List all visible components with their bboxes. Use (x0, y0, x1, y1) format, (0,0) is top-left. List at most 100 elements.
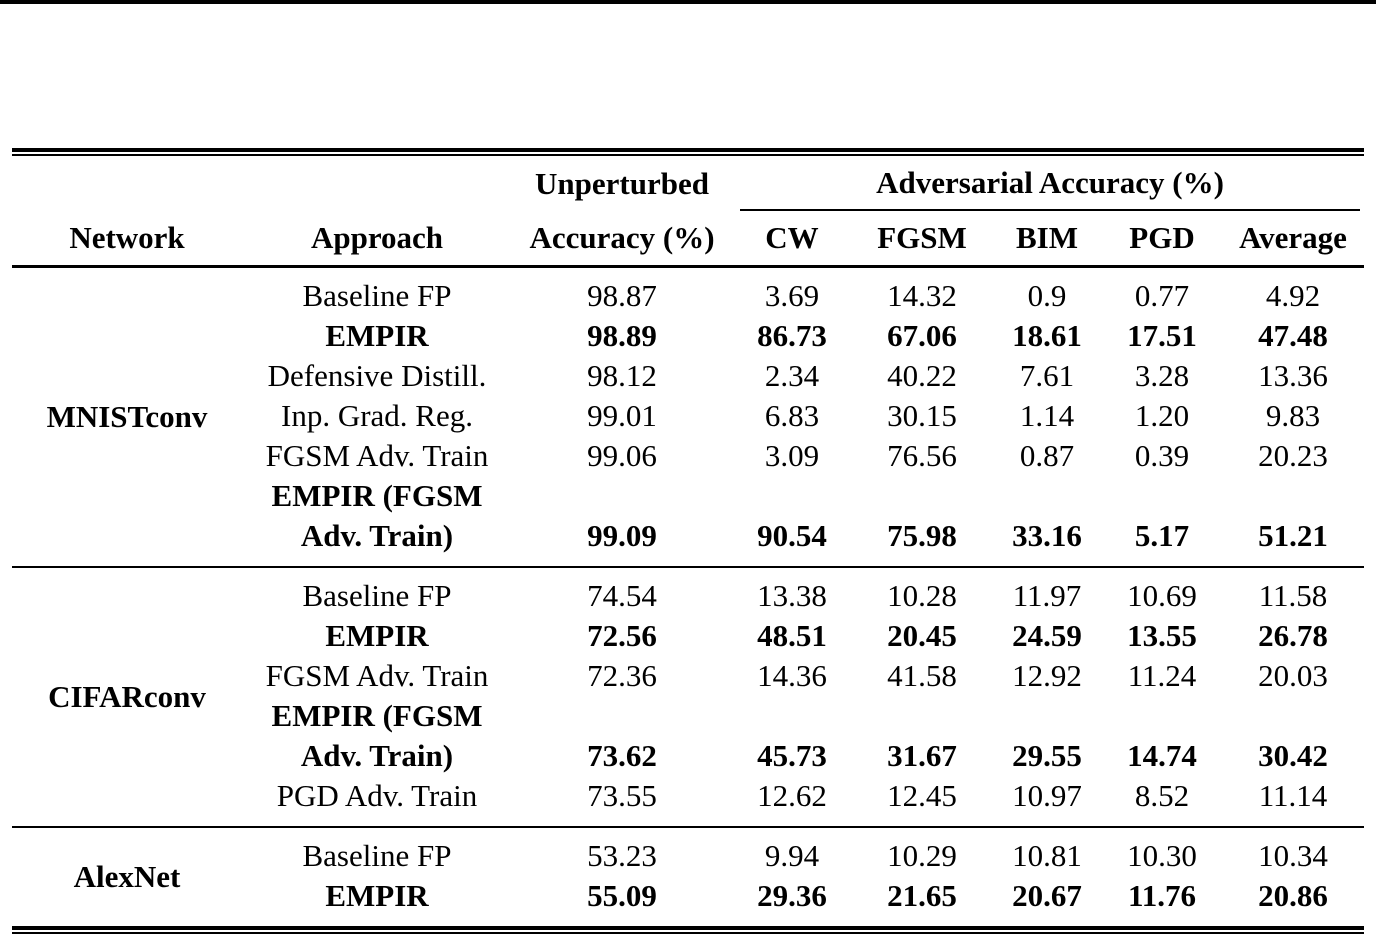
value-cell-pgd: 11.24 (1127, 657, 1197, 693)
value-cell-bim: 1.14 (1019, 397, 1075, 433)
header-spacer-network (12, 156, 242, 212)
value-cell-cw: 48.51 (757, 617, 827, 653)
value-cell-bim: 24.59 (1012, 617, 1082, 653)
table-row: FGSM Adv. Train 72.36 14.36 41.58 12.92 11.24… (12, 656, 1364, 696)
approach-cell: Inp. Grad. Reg. (281, 397, 473, 433)
value-cell-average: 4.92 (1265, 277, 1321, 313)
value-cell-fgsm: 75.98 (887, 517, 957, 553)
value-cell-pgd: 10.30 (1127, 837, 1197, 873)
value-cell-bim: 20.67 (1012, 877, 1082, 913)
value-cell-bim: 11.97 (1012, 577, 1082, 613)
value-cell-average: 13.36 (1258, 357, 1328, 393)
adversarial-group-cell: Adversarial Accuracy (%) (732, 156, 1364, 212)
value-cell-cw: 3.09 (764, 437, 820, 473)
value-cell-bim: 33.16 (1012, 517, 1082, 553)
bottom-rule-thick-line (12, 925, 1364, 930)
approach-cell: FGSM Adv. Train (265, 657, 489, 693)
table-row: EMPIR 72.56 48.51 20.45 24.59 13.55 26.78 (12, 616, 1364, 656)
value-cell-bim: 12.92 (1012, 657, 1082, 693)
value-cell-cw: 29.36 (757, 877, 827, 913)
approach-cell: FGSM Adv. Train (265, 437, 489, 473)
approach-cell: Baseline FP (302, 277, 452, 313)
table-row: EMPIR (FGSM Adv. Train) 99.09 90.54 75.98 33.… (12, 476, 1364, 567)
value-cell-unperturbed: 99.09 (587, 517, 657, 553)
value-cell-fgsm: 41.58 (887, 657, 957, 693)
attack-column-header-bim: BIM (1016, 220, 1078, 256)
header-spacer-approach (242, 156, 512, 212)
value-cell-bim: 0.87 (1019, 437, 1075, 473)
approach-cell: EMPIR (325, 877, 429, 913)
approach-column-header: Approach (310, 220, 444, 256)
value-cell-bim: 0.9 (1027, 277, 1067, 313)
value-cell-unperturbed: 74.54 (587, 577, 657, 613)
value-cell-bim: 10.81 (1012, 837, 1082, 873)
table-row: AlexNet Baseline FP 53.23 9.94 10.29 10.81 10.… (12, 827, 1364, 894)
value-cell-unperturbed: 73.55 (587, 777, 657, 813)
adversarial-accuracy-table: Unperturbed Adversarial Accuracy (%) Net… (12, 156, 1365, 926)
value-cell-cw: 12.62 (757, 777, 827, 813)
table-row: FGSM Adv. Train 99.06 3.09 76.56 0.87 0.39 20.… (12, 436, 1364, 476)
value-cell-cw: 86.73 (757, 317, 827, 353)
top-rule-thick-line (12, 148, 1364, 152)
value-cell-unperturbed: 98.87 (587, 277, 657, 313)
approach-cell: PGD Adv. Train (276, 777, 478, 813)
network-section-mnistconv: MNISTconv Baseline FP 98.87 3.69 14.32 0.9 0.7… (12, 266, 1364, 567)
table-header: Unperturbed Adversarial Accuracy (%) Net… (12, 156, 1365, 266)
value-cell-unperturbed: 98.89 (587, 317, 657, 353)
value-cell-average: 20.23 (1258, 437, 1328, 473)
unperturbed-header-line1: Unperturbed (535, 166, 709, 201)
attack-column-header-average: Average (1239, 220, 1347, 256)
approach-line: EMPIR (FGSM (271, 477, 483, 513)
attack-column-header-cw: CW (765, 220, 819, 256)
value-cell-bim: 10.97 (1012, 777, 1082, 813)
value-cell-average: 20.03 (1258, 657, 1328, 693)
value-cell-fgsm: 20.45 (887, 617, 957, 653)
value-cell-fgsm: 14.32 (887, 277, 957, 313)
value-cell-pgd: 1.20 (1134, 397, 1190, 433)
value-cell-pgd: 5.17 (1134, 517, 1190, 553)
approach-cell: Baseline FP (302, 577, 452, 613)
value-cell-unperturbed: 73.62 (587, 737, 657, 773)
network-name: AlexNet (73, 858, 181, 894)
value-cell-pgd: 0.39 (1134, 437, 1190, 473)
page-top-rule (0, 0, 1376, 4)
table-row: Inp. Grad. Reg. 99.01 6.83 30.15 1.14 1.20 9.8… (12, 396, 1364, 436)
value-cell-fgsm: 21.65 (887, 877, 957, 913)
table-row: EMPIR (FGSM Adv. Train) 73.62 45.73 31.67 29.… (12, 696, 1364, 776)
attack-column-header-pgd: PGD (1129, 220, 1195, 256)
table-bottom-double-rule (12, 925, 1364, 934)
value-cell-unperturbed: 99.06 (587, 437, 657, 473)
value-cell-unperturbed: 72.56 (587, 617, 657, 653)
value-cell-cw: 13.38 (757, 577, 827, 613)
approach-cell: Baseline FP (302, 837, 452, 873)
approach-cell: Defensive Distill. (267, 357, 487, 393)
value-cell-unperturbed: 72.36 (587, 657, 657, 693)
top-rule-thin-line (12, 154, 1364, 156)
value-cell-fgsm: 12.45 (887, 777, 957, 813)
value-cell-average: 11.58 (1258, 577, 1328, 613)
value-cell-pgd: 17.51 (1127, 317, 1197, 353)
value-cell-average: 20.86 (1258, 877, 1328, 913)
table-row: Defensive Distill. 98.12 2.34 40.22 7.61 3.28… (12, 356, 1364, 396)
value-cell-fgsm: 10.28 (887, 577, 957, 613)
value-cell-fgsm: 10.29 (887, 837, 957, 873)
value-cell-average: 10.34 (1258, 837, 1328, 873)
value-cell-average: 30.42 (1258, 737, 1328, 773)
value-cell-average: 26.78 (1258, 617, 1328, 653)
value-cell-cw: 3.69 (764, 277, 820, 313)
value-cell-unperturbed: 98.12 (587, 357, 657, 393)
table-row: MNISTconv Baseline FP 98.87 3.69 14.32 0.9 0.7… (12, 266, 1364, 434)
value-cell-pgd: 14.74 (1127, 737, 1197, 773)
approach-cell: EMPIR (FGSM Adv. Train) (242, 476, 512, 567)
value-cell-unperturbed: 55.09 (587, 877, 657, 913)
network-name: CIFARconv (48, 678, 206, 714)
adversarial-group-header: Adversarial Accuracy (%) (740, 157, 1361, 211)
approach-cell: EMPIR (325, 617, 429, 653)
table-top-double-rule (12, 148, 1364, 156)
value-cell-unperturbed: 99.01 (587, 397, 657, 433)
value-cell-cw: 9.94 (764, 837, 820, 873)
table-row: PGD Adv. Train 73.55 12.62 12.45 10.97 8.52 11… (12, 776, 1364, 827)
results-table-container: Unperturbed Adversarial Accuracy (%) Net… (12, 148, 1365, 934)
approach-line: Adv. Train) (300, 737, 454, 773)
attack-column-header-fgsm: FGSM (877, 220, 967, 256)
